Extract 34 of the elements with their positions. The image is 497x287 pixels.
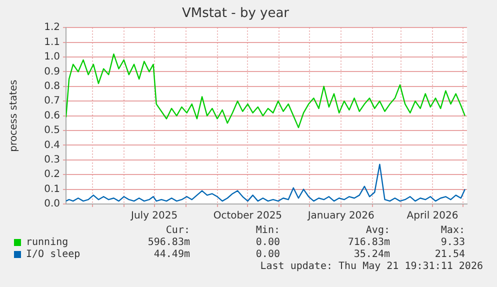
y-tick-label: 1.1: [44, 36, 60, 48]
text: 0.00: [256, 249, 280, 260]
legend-label: I/O sleep: [26, 249, 80, 260]
y-tick-label: 0.9: [44, 66, 60, 78]
text: Last update: Thu May 21 19:31:11 2026: [260, 261, 483, 272]
y-tick-label: 1.2: [44, 22, 60, 34]
y-tick-label: 0.4: [44, 140, 60, 151]
chart-title: VMstat - by year: [182, 6, 290, 22]
y-tick-label: 0.1: [44, 184, 60, 195]
text: Avg:: [366, 225, 390, 236]
y-tick-label: 0.6: [44, 110, 60, 122]
text: 0.00: [256, 237, 280, 248]
text: 9.33: [440, 237, 465, 248]
y-tick-label: 0.2: [44, 169, 60, 180]
text: Min:: [256, 225, 280, 236]
y-tick-label: 0.0: [44, 198, 60, 210]
text: 716.83m: [348, 237, 390, 248]
text: 44.49m: [154, 249, 190, 260]
y-tick-label: 0.8: [44, 80, 60, 92]
y-tick-label: 0.7: [44, 96, 60, 107]
legend-label: running: [26, 237, 68, 248]
text: 21.54: [434, 249, 465, 260]
x-tick-label: October 2025: [213, 210, 282, 222]
text: 35.24m: [354, 249, 390, 260]
x-tick-label: January 2026: [306, 210, 374, 222]
y-axis-title: process states: [8, 80, 20, 152]
text: 596.83m: [148, 237, 190, 248]
y-tick-label: 1.0: [44, 52, 60, 63]
text: Max:: [440, 225, 465, 236]
y-tick-label: 0.5: [44, 125, 60, 136]
x-tick-label: July 2025: [130, 210, 178, 222]
x-tick-label: April 2026: [406, 210, 458, 222]
text: Cur:: [166, 225, 190, 236]
y-tick-label: 0.3: [44, 154, 60, 166]
